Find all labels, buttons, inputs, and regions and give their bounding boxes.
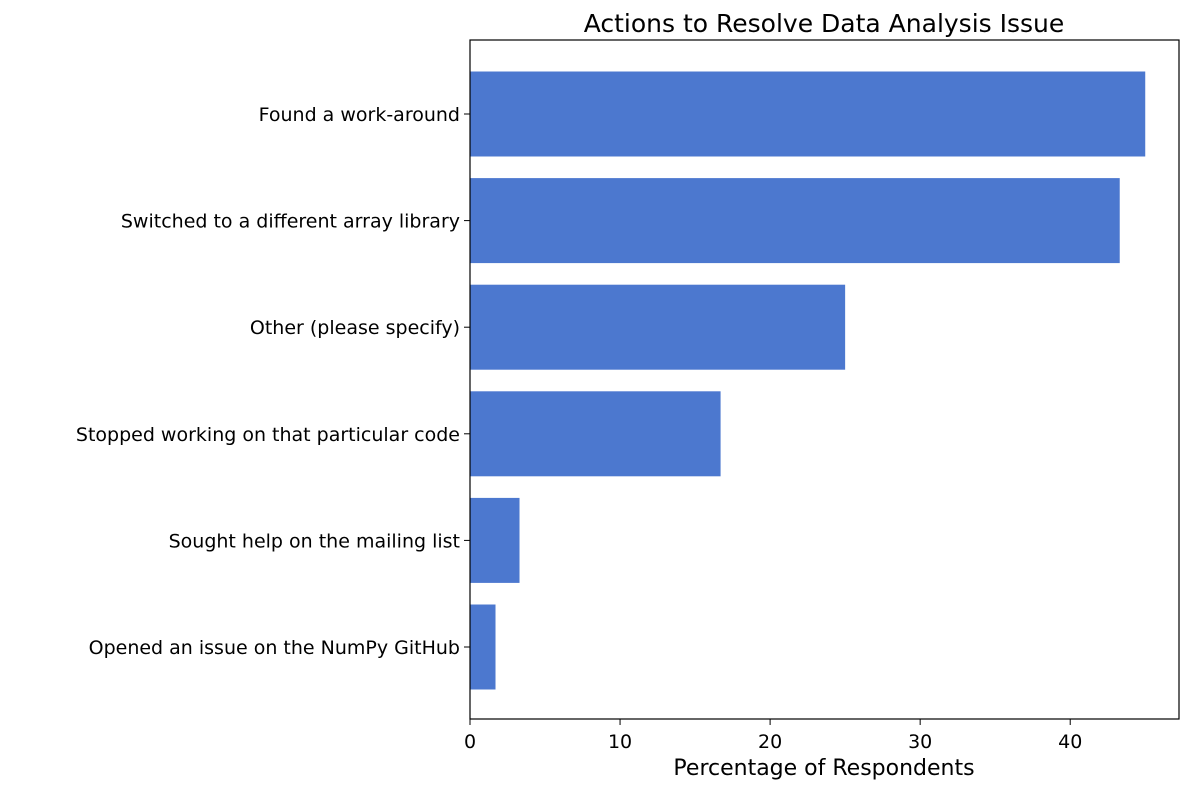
bars-layer — [470, 71, 1146, 690]
x-tick-label: 20 — [758, 731, 782, 753]
bar — [470, 497, 520, 583]
category-label: Opened an issue on the NumPy GitHub — [89, 637, 460, 659]
x-tick-label: 30 — [908, 731, 932, 753]
category-label: Stopped working on that particular code — [76, 424, 460, 446]
x-axis-ticks: 0 10 20 30 40 — [464, 719, 1082, 753]
category-label: Switched to a different array library — [121, 211, 460, 233]
plot-frame — [469, 39, 1180, 720]
y-axis-categories: Found a work-around Switched to a differe… — [76, 104, 470, 659]
bar — [470, 178, 1120, 264]
category-label: Sought help on the mailing list — [169, 530, 460, 552]
bar — [470, 71, 1146, 157]
chart-title: Actions to Resolve Data Analysis Issue — [584, 9, 1065, 38]
x-tick-label: 0 — [464, 731, 476, 753]
x-tick-label: 10 — [608, 731, 632, 753]
bar — [470, 284, 846, 370]
category-label: Found a work-around — [259, 104, 460, 126]
x-axis-label: Percentage of Respondents — [673, 756, 974, 781]
category-label: Other (please specify) — [250, 317, 460, 339]
x-tick-label: 40 — [1058, 731, 1082, 753]
bar — [470, 604, 496, 690]
bar — [470, 391, 721, 477]
